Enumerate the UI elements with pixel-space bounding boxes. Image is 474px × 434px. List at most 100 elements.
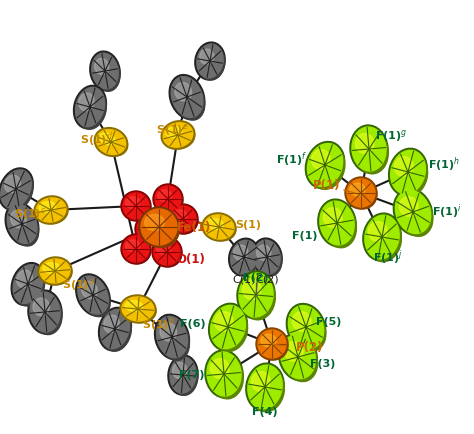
Ellipse shape: [213, 309, 247, 352]
Text: F(3): F(3): [310, 358, 336, 368]
Ellipse shape: [38, 257, 72, 286]
Ellipse shape: [156, 242, 182, 267]
Ellipse shape: [175, 83, 191, 102]
Ellipse shape: [356, 134, 374, 154]
Text: S(1)$^b$: S(1)$^b$: [142, 315, 174, 334]
Ellipse shape: [237, 271, 275, 319]
Ellipse shape: [159, 320, 190, 361]
Ellipse shape: [125, 299, 156, 323]
Ellipse shape: [28, 290, 62, 334]
Ellipse shape: [123, 194, 149, 220]
Ellipse shape: [305, 142, 345, 189]
Ellipse shape: [33, 298, 49, 316]
Text: S(1)$^a$: S(1)$^a$: [62, 276, 94, 293]
Text: F(1)$^f$: F(1)$^f$: [276, 150, 307, 169]
Ellipse shape: [94, 57, 120, 92]
Ellipse shape: [157, 191, 172, 202]
Ellipse shape: [256, 243, 282, 276]
Text: F(1)$^g$: F(1)$^g$: [375, 128, 407, 144]
Ellipse shape: [288, 306, 324, 349]
Ellipse shape: [145, 215, 164, 231]
Ellipse shape: [256, 328, 288, 360]
Ellipse shape: [78, 276, 108, 314]
Ellipse shape: [323, 208, 342, 228]
Text: F(5): F(5): [316, 316, 341, 326]
Ellipse shape: [174, 81, 205, 121]
Ellipse shape: [210, 306, 246, 349]
Ellipse shape: [140, 220, 154, 232]
Ellipse shape: [209, 304, 247, 351]
Ellipse shape: [205, 350, 243, 398]
Text: P(2): P(2): [296, 341, 323, 354]
Ellipse shape: [161, 122, 195, 150]
Ellipse shape: [5, 176, 20, 193]
Ellipse shape: [126, 197, 140, 209]
Ellipse shape: [261, 335, 276, 347]
Ellipse shape: [125, 196, 151, 221]
Text: F(1)$^h$: F(1)$^h$: [428, 155, 460, 174]
Text: C(2): C(2): [255, 274, 279, 284]
Ellipse shape: [75, 88, 104, 127]
Ellipse shape: [254, 240, 280, 274]
Ellipse shape: [169, 76, 205, 120]
Text: F(1)$^j$: F(1)$^j$: [373, 248, 403, 266]
Ellipse shape: [363, 214, 401, 261]
Ellipse shape: [171, 77, 203, 118]
Ellipse shape: [96, 130, 126, 155]
Ellipse shape: [154, 240, 180, 265]
Ellipse shape: [122, 297, 154, 321]
Ellipse shape: [141, 210, 177, 246]
Ellipse shape: [99, 132, 128, 157]
Ellipse shape: [168, 204, 198, 234]
Ellipse shape: [283, 339, 318, 381]
Ellipse shape: [100, 309, 129, 349]
Ellipse shape: [5, 203, 39, 246]
Ellipse shape: [345, 178, 377, 210]
Ellipse shape: [214, 312, 233, 332]
Ellipse shape: [242, 277, 275, 320]
Ellipse shape: [310, 148, 345, 190]
Ellipse shape: [92, 54, 118, 90]
Ellipse shape: [323, 205, 356, 248]
Text: F(2): F(2): [243, 273, 269, 283]
Ellipse shape: [137, 217, 163, 243]
Ellipse shape: [173, 362, 187, 379]
Ellipse shape: [78, 92, 106, 130]
Ellipse shape: [347, 180, 375, 207]
Ellipse shape: [125, 239, 151, 264]
Ellipse shape: [160, 322, 177, 341]
Ellipse shape: [11, 263, 45, 306]
Ellipse shape: [234, 246, 248, 261]
Text: P(1): P(1): [312, 179, 340, 192]
Ellipse shape: [30, 293, 60, 332]
Ellipse shape: [311, 150, 330, 170]
Ellipse shape: [248, 365, 282, 409]
Ellipse shape: [352, 128, 386, 171]
Ellipse shape: [292, 312, 311, 332]
Ellipse shape: [73, 86, 107, 129]
Ellipse shape: [284, 342, 303, 362]
Ellipse shape: [365, 216, 399, 259]
Ellipse shape: [120, 295, 156, 323]
Ellipse shape: [166, 127, 182, 138]
Ellipse shape: [252, 239, 282, 276]
Ellipse shape: [394, 157, 413, 177]
Ellipse shape: [126, 240, 140, 252]
Ellipse shape: [389, 149, 428, 196]
Ellipse shape: [121, 191, 151, 221]
Text: F(1)$^i$: F(1)$^i$: [432, 202, 462, 221]
Ellipse shape: [166, 125, 195, 149]
Ellipse shape: [258, 330, 286, 358]
Ellipse shape: [103, 313, 131, 352]
Ellipse shape: [350, 184, 365, 196]
Text: S(1): S(1): [235, 220, 261, 230]
Ellipse shape: [368, 219, 401, 262]
Ellipse shape: [156, 317, 188, 358]
Ellipse shape: [199, 48, 225, 81]
Ellipse shape: [242, 280, 261, 300]
Text: Fe(1): Fe(1): [177, 221, 211, 234]
Ellipse shape: [391, 151, 425, 194]
Ellipse shape: [399, 197, 418, 217]
Ellipse shape: [256, 246, 271, 261]
Ellipse shape: [156, 243, 171, 255]
